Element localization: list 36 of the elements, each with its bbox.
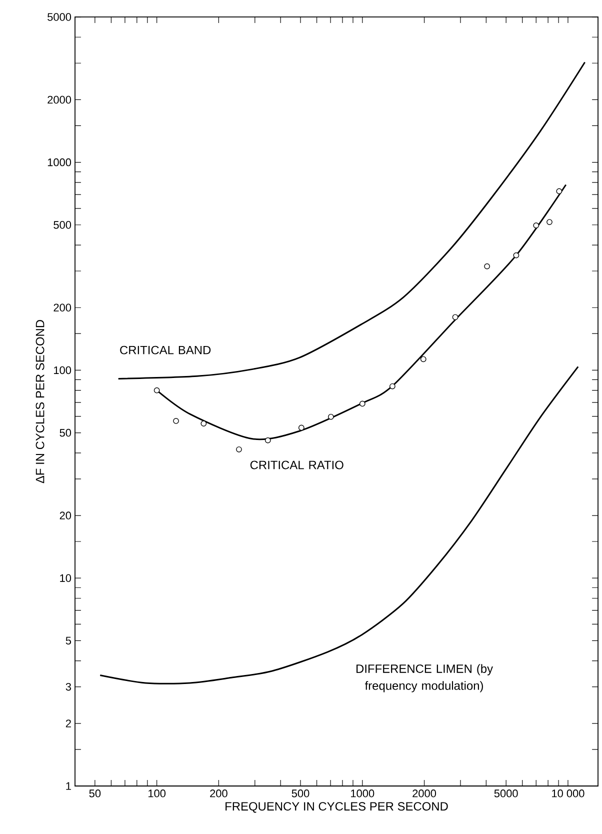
series-label: CRITICAL BAND <box>120 346 211 354</box>
y-tick-label: 50 <box>60 428 72 437</box>
point <box>173 418 179 424</box>
x-tick-label: 10 000 <box>552 790 584 798</box>
x-tick-label: 5000 <box>494 790 518 798</box>
point <box>484 263 490 270</box>
point <box>298 424 304 431</box>
y-axis-title: ΔF IN CYCLES PER SECOND <box>36 320 44 484</box>
series-label: CRITICAL RATIO <box>250 460 344 470</box>
point <box>452 314 458 320</box>
point <box>389 383 396 390</box>
y-tick-label: 200 <box>54 304 72 312</box>
x-tick-label: 200 <box>210 790 228 798</box>
y-tick-label: 10 <box>60 574 72 582</box>
y-tick-label: 1 <box>66 782 71 790</box>
y-tick-label: 5000 <box>48 13 72 21</box>
y-tick-label: 2 <box>66 720 71 728</box>
x-axis-title: FREQUENCY IN CYCLES PER SECOND <box>226 802 448 813</box>
y-tick-label: 500 <box>54 221 72 229</box>
x-tick-label: 1000 <box>351 790 374 798</box>
x-tick-label: 100 <box>148 790 166 798</box>
point <box>328 414 334 420</box>
x-tick-label: 50 <box>89 790 101 798</box>
y-tick-label: 2000 <box>48 96 72 104</box>
x-tick-label: 500 <box>292 790 310 798</box>
y-tick-label: 3 <box>66 682 71 691</box>
x-tick-label: 2000 <box>412 790 436 798</box>
y-tick-label: 20 <box>60 512 72 520</box>
series-label: DIFFERENCE LIMEN (by frequency modulation) <box>356 664 493 692</box>
y-tick-label: 1000 <box>48 158 72 166</box>
y-tick-label: 5 <box>66 636 72 645</box>
point <box>513 252 520 258</box>
point <box>236 446 242 452</box>
y-tick-label: 100 <box>54 366 72 374</box>
point <box>420 356 426 362</box>
point <box>359 400 366 407</box>
